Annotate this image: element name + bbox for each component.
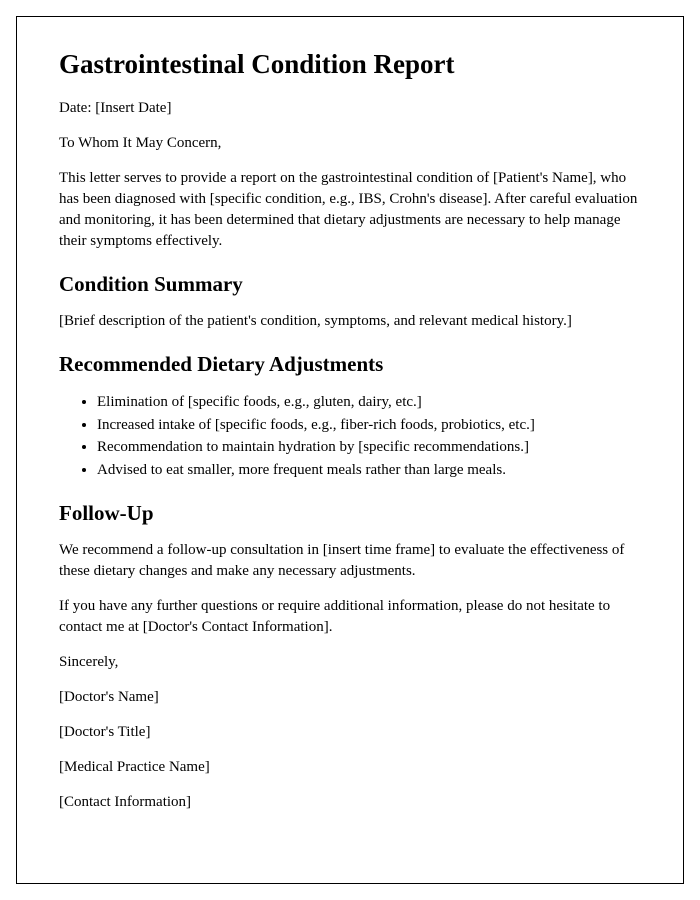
list-item: Advised to eat smaller, more frequent me… xyxy=(97,459,641,482)
condition-summary-heading: Condition Summary xyxy=(59,272,641,297)
followup-heading: Follow-Up xyxy=(59,501,641,526)
list-item: Elimination of [specific foods, e.g., gl… xyxy=(97,391,641,414)
salutation: To Whom It May Concern, xyxy=(59,133,641,154)
list-item: Recommendation to maintain hydration by … xyxy=(97,436,641,459)
practice-name: [Medical Practice Name] xyxy=(59,757,641,778)
followup-body: We recommend a follow-up consultation in… xyxy=(59,540,641,582)
contact-info: [Contact Information] xyxy=(59,792,641,813)
closing-paragraph: If you have any further questions or req… xyxy=(59,596,641,638)
signoff: Sincerely, xyxy=(59,652,641,673)
intro-paragraph: This letter serves to provide a report o… xyxy=(59,168,641,252)
doctor-name: [Doctor's Name] xyxy=(59,687,641,708)
condition-summary-body: [Brief description of the patient's cond… xyxy=(59,311,641,332)
document-title: Gastrointestinal Condition Report xyxy=(59,49,641,80)
document-page: Gastrointestinal Condition Report Date: … xyxy=(16,16,684,884)
date-line: Date: [Insert Date] xyxy=(59,98,641,119)
doctor-title: [Doctor's Title] xyxy=(59,722,641,743)
list-item: Increased intake of [specific foods, e.g… xyxy=(97,414,641,437)
dietary-adjustments-list: Elimination of [specific foods, e.g., gl… xyxy=(97,391,641,481)
dietary-adjustments-heading: Recommended Dietary Adjustments xyxy=(59,352,641,377)
signature-block: Sincerely, [Doctor's Name] [Doctor's Tit… xyxy=(59,652,641,813)
